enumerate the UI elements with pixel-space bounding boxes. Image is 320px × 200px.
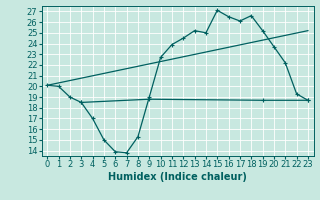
X-axis label: Humidex (Indice chaleur): Humidex (Indice chaleur) bbox=[108, 172, 247, 182]
